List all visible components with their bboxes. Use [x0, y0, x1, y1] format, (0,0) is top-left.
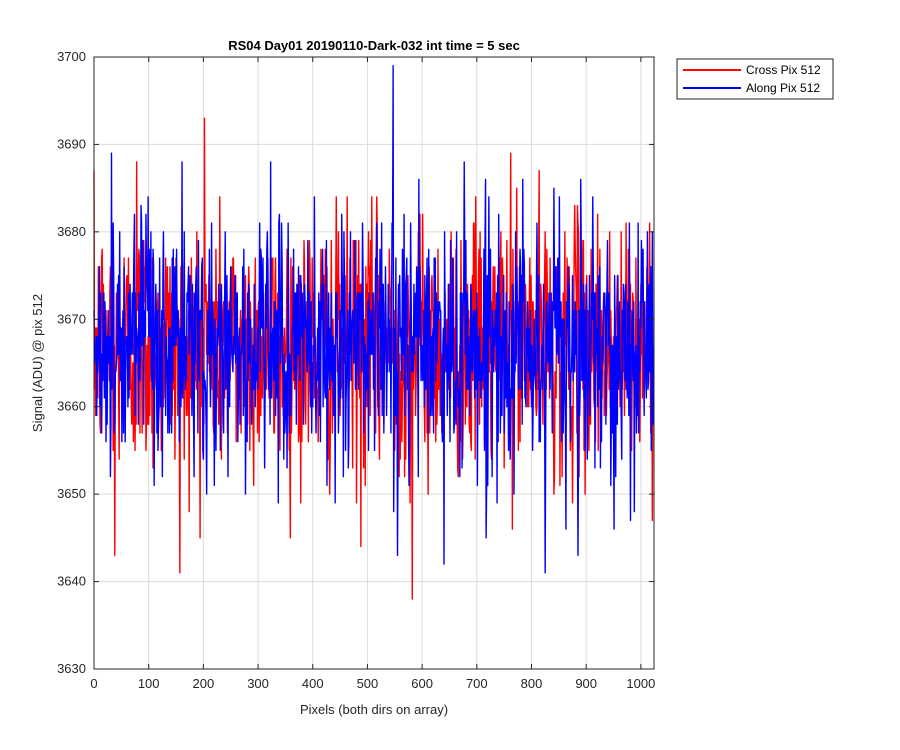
y-tick-label: 3670 [57, 311, 86, 326]
y-tick-label: 3680 [57, 224, 86, 239]
y-tick-label: 3690 [57, 136, 86, 151]
legend-label-cross: Cross Pix 512 [746, 63, 821, 77]
x-tick-label: 500 [357, 676, 379, 691]
x-tick-label: 0 [90, 676, 97, 691]
x-tick-label: 100 [138, 676, 160, 691]
y-axis-label: Signal (ADU) @ pix 512 [30, 294, 45, 432]
x-tick-label: 1000 [626, 676, 655, 691]
x-tick-label: 700 [466, 676, 488, 691]
x-tick-label: 600 [411, 676, 433, 691]
legend-label-along: Along Pix 512 [746, 81, 820, 95]
y-tick-label: 3660 [57, 399, 86, 414]
x-axis-label: Pixels (both dirs on array) [300, 702, 448, 717]
x-tick-label: 900 [575, 676, 597, 691]
x-tick-label: 300 [247, 676, 269, 691]
x-tick-label: 400 [302, 676, 324, 691]
x-tick-label: 200 [193, 676, 215, 691]
chart-title: RS04 Day01 20190110-Dark-032 int time = … [228, 38, 520, 53]
y-tick-label: 3640 [57, 574, 86, 589]
y-tick-label: 3650 [57, 486, 86, 501]
y-tick-label: 3700 [57, 49, 86, 64]
y-tick-label: 3630 [57, 661, 86, 676]
x-tick-label: 800 [521, 676, 543, 691]
legend[interactable]: Cross Pix 512 Along Pix 512 [677, 59, 833, 99]
